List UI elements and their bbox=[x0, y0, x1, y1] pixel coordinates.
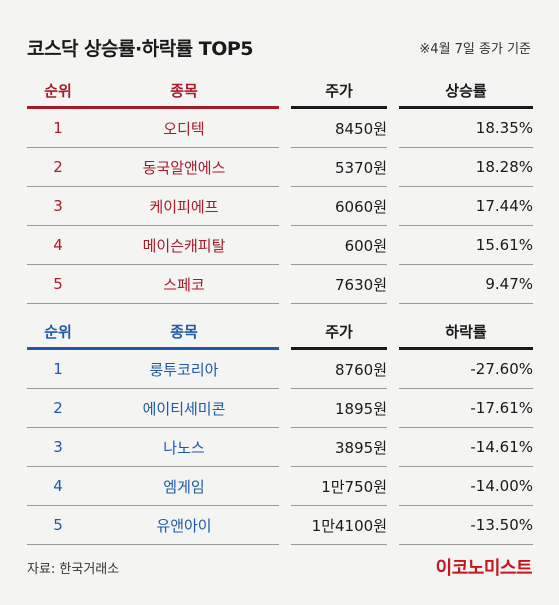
header-rate: 하락률 bbox=[399, 316, 533, 350]
stock-name-cell: 나노스 bbox=[89, 428, 279, 467]
table-row: 1 오디텍 8450원 18.35% bbox=[27, 109, 533, 148]
table-row: 2 에이티세미콘 1895원 -17.61% bbox=[27, 389, 533, 428]
header-name: 종목 bbox=[89, 316, 279, 350]
price-cell: 1만750원 bbox=[291, 467, 387, 506]
price-cell: 3895원 bbox=[291, 428, 387, 467]
header-name: 종목 bbox=[89, 75, 279, 109]
publisher-logo: 이코노미스트 bbox=[435, 558, 533, 579]
stock-name-cell: 에이티세미콘 bbox=[89, 389, 279, 428]
stock-name-cell: 유앤아이 bbox=[89, 506, 279, 545]
table-row: 1 룽투코리아 8760원 -27.60% bbox=[27, 350, 533, 389]
gainers-table: 순위 종목 주가 상승률 1 오디텍 8450원 18.35% 2 동국알앤에스 bbox=[27, 75, 533, 304]
rank-cell: 2 bbox=[27, 148, 89, 187]
table-row: 4 메이슨캐피탈 600원 15.61% bbox=[27, 226, 533, 265]
header-rank: 순위 bbox=[27, 316, 89, 350]
rate-cell: -14.00% bbox=[399, 467, 533, 506]
header-price: 주가 bbox=[291, 316, 387, 350]
rank-cell: 5 bbox=[27, 265, 89, 304]
table-row: 5 유앤아이 1만4100원 -13.50% bbox=[27, 506, 533, 545]
rank-cell: 2 bbox=[27, 389, 89, 428]
rank-cell: 4 bbox=[27, 467, 89, 506]
gainers-header-row: 순위 종목 주가 상승률 bbox=[27, 75, 533, 109]
rate-cell: -14.61% bbox=[399, 428, 533, 467]
stock-name-cell: 동국알앤에스 bbox=[89, 148, 279, 187]
stock-name-cell: 스페코 bbox=[89, 265, 279, 304]
rank-cell: 3 bbox=[27, 428, 89, 467]
losers-table: 순위 종목 주가 하락률 1 룽투코리아 8760원 -27.60% 2 에이티… bbox=[27, 316, 533, 545]
stock-name-cell: 케이피에프 bbox=[89, 187, 279, 226]
rate-cell: 15.61% bbox=[399, 226, 533, 265]
price-cell: 5370원 bbox=[291, 148, 387, 187]
rate-cell: 18.35% bbox=[399, 109, 533, 148]
stock-name-cell: 오디텍 bbox=[89, 109, 279, 148]
header-price: 주가 bbox=[291, 75, 387, 109]
rank-cell: 1 bbox=[27, 350, 89, 389]
rate-cell: -17.61% bbox=[399, 389, 533, 428]
rate-cell: -27.60% bbox=[399, 350, 533, 389]
rate-cell: 17.44% bbox=[399, 187, 533, 226]
stock-name-cell: 메이슨캐피탈 bbox=[89, 226, 279, 265]
rank-cell: 5 bbox=[27, 506, 89, 545]
price-cell: 1만4100원 bbox=[291, 506, 387, 545]
price-cell: 8760원 bbox=[291, 350, 387, 389]
table-row: 3 케이피에프 6060원 17.44% bbox=[27, 187, 533, 226]
table-row: 5 스페코 7630원 9.47% bbox=[27, 265, 533, 304]
price-cell: 1895원 bbox=[291, 389, 387, 428]
table-row: 3 나노스 3895원 -14.61% bbox=[27, 428, 533, 467]
price-cell: 6060원 bbox=[291, 187, 387, 226]
rank-cell: 1 bbox=[27, 109, 89, 148]
stock-name-cell: 룽투코리아 bbox=[89, 350, 279, 389]
stock-name-cell: 엠게임 bbox=[89, 467, 279, 506]
price-cell: 600원 bbox=[291, 226, 387, 265]
table-row: 4 엠게임 1만750원 -14.00% bbox=[27, 467, 533, 506]
price-cell: 7630원 bbox=[291, 265, 387, 304]
date-note: ※4월 7일 종가 기준 bbox=[419, 42, 531, 57]
price-cell: 8450원 bbox=[291, 109, 387, 148]
rank-cell: 4 bbox=[27, 226, 89, 265]
rate-cell: 18.28% bbox=[399, 148, 533, 187]
rate-cell: -13.50% bbox=[399, 506, 533, 545]
source-note: 자료: 한국거래소 bbox=[27, 562, 120, 577]
header-rank: 순위 bbox=[27, 75, 89, 109]
page-title: 코스닥 상승률·하락률 TOP5 bbox=[27, 38, 254, 60]
rank-cell: 3 bbox=[27, 187, 89, 226]
table-row: 2 동국알앤에스 5370원 18.28% bbox=[27, 148, 533, 187]
rate-cell: 9.47% bbox=[399, 265, 533, 304]
losers-header-row: 순위 종목 주가 하락률 bbox=[27, 316, 533, 350]
header-rate: 상승률 bbox=[399, 75, 533, 109]
